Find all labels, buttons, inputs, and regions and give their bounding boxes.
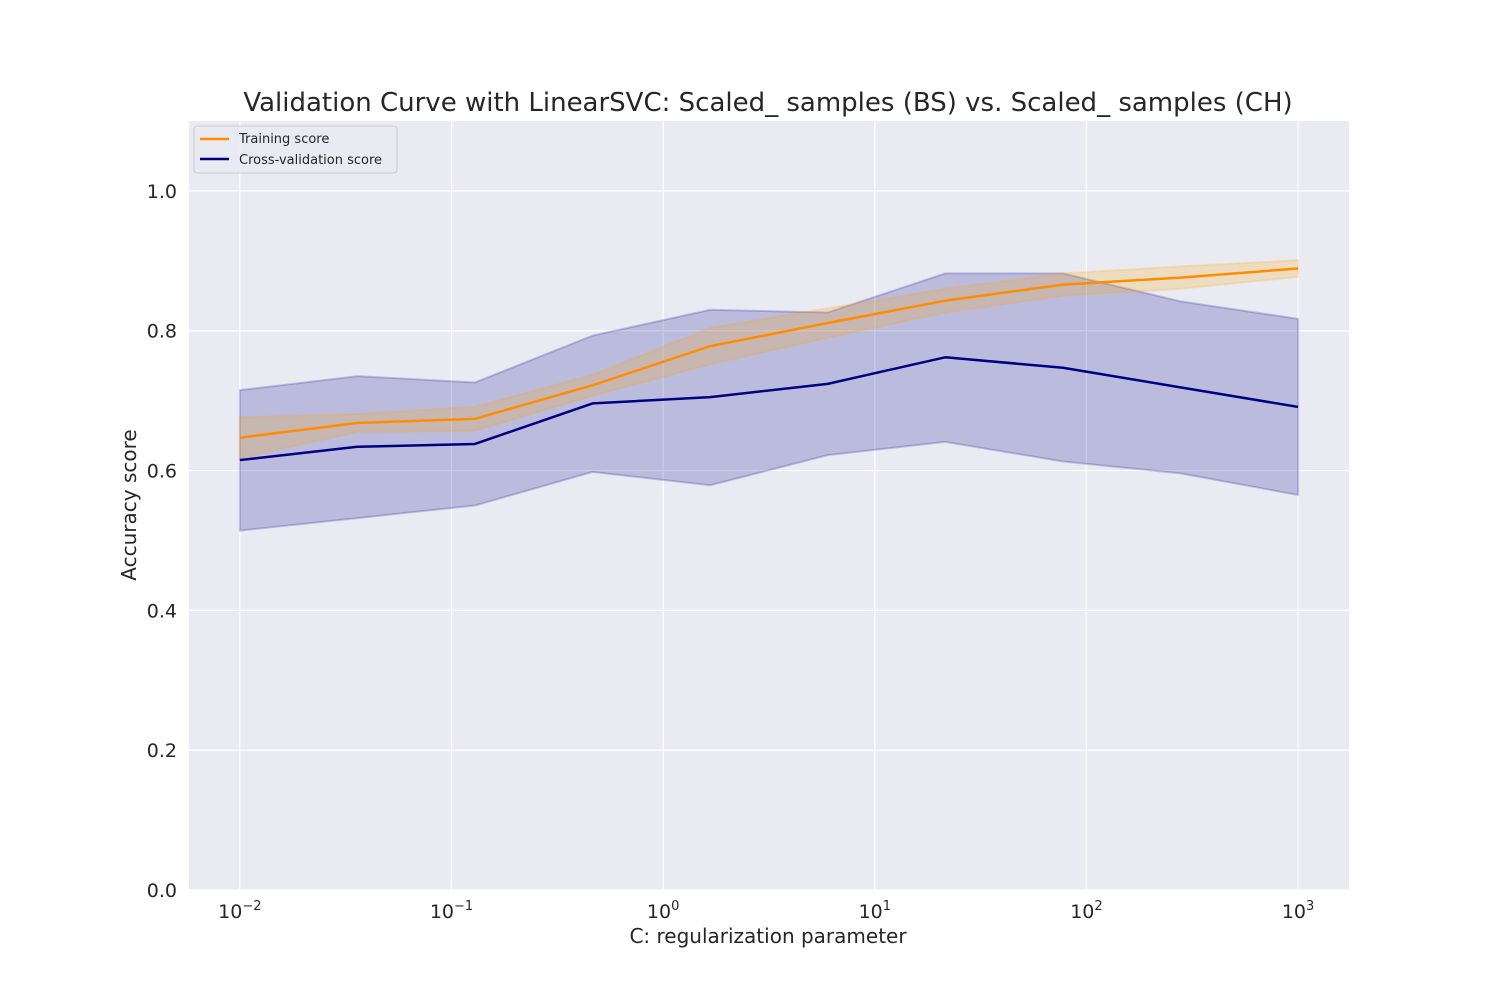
series-lines	[239, 267, 1299, 462]
y-tick-label: 0.4	[147, 600, 177, 622]
cross-validation-score-band	[238, 272, 1300, 532]
y-tick-label: 0.0	[147, 880, 177, 902]
x-tick-label: 100	[647, 899, 679, 923]
x-tick-labels: 10−2 10−1 100 101 102 103	[218, 899, 1314, 923]
cross-validation-score-line	[239, 356, 1299, 462]
plot-area	[189, 121, 1349, 890]
grid-lines	[189, 121, 1349, 891]
training-score-band	[238, 259, 1300, 460]
confidence-bands	[238, 259, 1300, 532]
chart-title: Validation Curve with LinearSVC: Scaled_…	[243, 88, 1292, 118]
legend-label-cross-validation: Cross-validation score	[239, 153, 382, 168]
legend: Training score Cross-validation score	[193, 125, 398, 174]
x-tick-label: 102	[1070, 899, 1102, 923]
y-tick-label: 0.6	[147, 461, 177, 483]
x-axis-label: C: regularization parameter	[629, 924, 907, 948]
y-tick-labels: 0.0 0.2 0.4 0.6 0.8 1.0	[147, 181, 177, 902]
x-tick-label: 10−1	[430, 899, 473, 923]
y-tick-label: 0.8	[147, 321, 177, 343]
x-tick-label: 103	[1282, 899, 1314, 923]
x-tick-label: 10−2	[218, 899, 261, 923]
legend-label-training: Training score	[238, 132, 329, 147]
y-tick-label: 0.2	[147, 740, 177, 762]
training-score-line	[239, 267, 1299, 439]
x-tick-label: 101	[859, 899, 891, 923]
legend-box	[193, 125, 398, 174]
y-tick-label: 1.0	[147, 181, 177, 203]
y-axis-label: Accuracy score	[117, 429, 141, 580]
